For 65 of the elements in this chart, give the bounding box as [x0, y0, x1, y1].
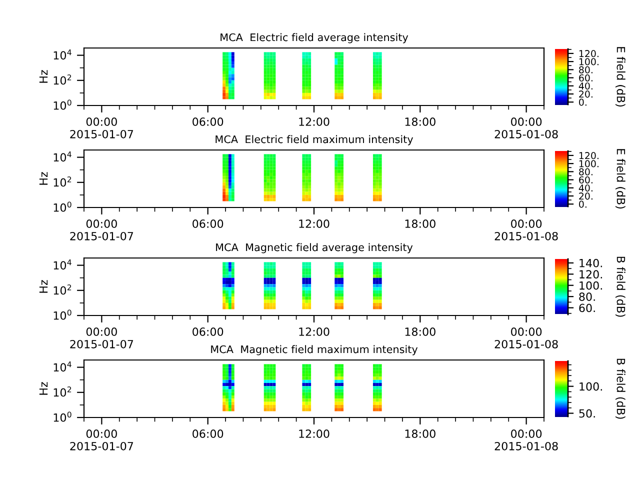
color-bar-title: B field (dB) — [615, 256, 626, 317]
x-tick-label: 12:00 — [299, 328, 330, 336]
x-tick-label: 06:00 — [192, 430, 224, 438]
x-tick-label: 00:00 2015-01-08 — [494, 328, 558, 348]
x-tick-label: 06:00 — [192, 118, 224, 126]
color-bar-label: 100. — [580, 281, 602, 290]
color-bar-label: 40. — [578, 82, 592, 90]
chart-title: MCA Magnetic field maximum intensity — [211, 345, 418, 356]
y-tick-label: 10$^{2}$ — [54, 284, 72, 295]
color-bar-label: 50. — [579, 409, 595, 418]
color-bar-label: 20. — [579, 90, 592, 98]
color-bar-label: 100. — [580, 382, 602, 391]
color-bar-label: 80. — [579, 168, 592, 176]
y-axis-title: Hz — [39, 280, 48, 293]
x-tick-label: 18:00 — [405, 220, 436, 228]
color-bar-label: 80. — [579, 292, 595, 301]
y-tick-label: 10$^{0}$ — [54, 310, 72, 320]
color-bar-label: 120. — [579, 50, 598, 58]
chart-title: MCA Electric field maximum intensity — [216, 135, 414, 146]
x-tick-label: 00:00 2015-01-08 — [494, 430, 558, 450]
y-tick-label: 10$^{4}$ — [54, 152, 72, 162]
color-bar-label: 0. — [579, 200, 586, 208]
x-tick-label: 06:00 — [192, 328, 224, 336]
x-tick-label: 18:00 — [405, 328, 436, 336]
color-bar-label: 100. — [579, 58, 598, 66]
x-tick-label: 00:00 2015-01-08 — [494, 220, 558, 240]
color-bar-title: E field (dB) — [615, 47, 626, 106]
x-tick-label: 18:00 — [405, 430, 436, 438]
y-tick-label: 10$^{2}$ — [54, 176, 72, 187]
color-bar-label: 60. — [579, 176, 592, 184]
y-axis-title: Hz — [39, 172, 48, 185]
y-tick-label: 10$^{4}$ — [54, 362, 72, 372]
color-bar-label: 40. — [578, 184, 592, 192]
color-bar-label: 80. — [579, 66, 592, 74]
color-bar-label: 0. — [579, 98, 586, 106]
x-tick-label: 00:00 2015-01-07 — [70, 430, 134, 450]
chart-title: MCA Electric field average intensity — [220, 33, 408, 44]
x-tick-label: 00:00 2015-01-07 — [70, 328, 134, 348]
x-tick-label: 00:00 2015-01-08 — [494, 118, 558, 138]
y-tick-label: 10$^{2}$ — [54, 386, 72, 397]
color-bar-title: E field (dB) — [615, 149, 626, 208]
color-bar-label: 60. — [579, 74, 592, 82]
color-bar-label: 120. — [580, 270, 602, 279]
x-tick-label: 12:00 — [299, 430, 330, 438]
color-bar-label: 20. — [579, 192, 592, 200]
color-bar-label: 120. — [579, 152, 598, 160]
y-tick-label: 10$^{4}$ — [54, 50, 72, 60]
y-axis-title: Hz — [39, 382, 48, 395]
chart-title: MCA Magnetic field average intensity — [216, 243, 413, 254]
x-tick-label: 00:00 2015-01-07 — [70, 118, 134, 138]
x-tick-label: 18:00 — [405, 118, 436, 126]
x-tick-label: 06:00 — [192, 220, 224, 228]
x-tick-label: 12:00 — [299, 118, 330, 126]
y-tick-label: 10$^{0}$ — [54, 412, 72, 422]
y-tick-label: 10$^{0}$ — [54, 100, 72, 110]
y-tick-label: 10$^{0}$ — [54, 202, 72, 212]
color-bar-title: B field (dB) — [615, 358, 626, 419]
y-axis-title: Hz — [39, 70, 48, 83]
color-bar-label: 140. — [580, 258, 602, 268]
x-tick-label: 00:00 2015-01-07 — [70, 220, 134, 240]
y-tick-label: 10$^{2}$ — [54, 74, 72, 85]
x-tick-label: 12:00 — [299, 220, 330, 228]
color-bar-label: 100. — [579, 160, 598, 168]
y-tick-label: 10$^{4}$ — [54, 260, 72, 270]
color-bar-label: 60. — [579, 304, 595, 312]
